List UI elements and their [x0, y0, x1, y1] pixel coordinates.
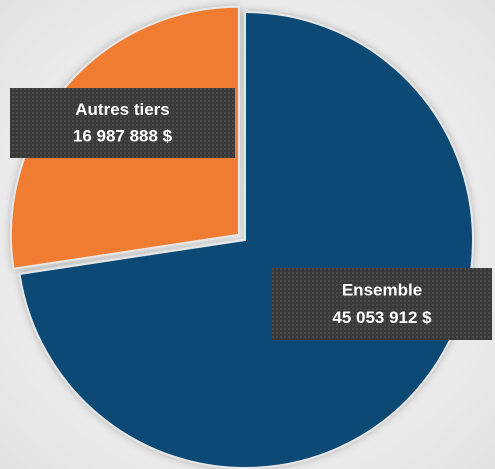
pie-slice — [18, 10, 474, 469]
value-label: 16 987 888 $ — [73, 126, 173, 145]
value-label: 45 053 912 $ — [332, 308, 432, 327]
label-box — [10, 88, 235, 158]
label-box — [272, 268, 492, 340]
category-label: Ensemble — [342, 281, 422, 300]
labels: Ensemble 45 053 912 $ Autres tiers 16 987 8… — [10, 88, 492, 340]
category-label: Autres tiers — [75, 100, 169, 119]
